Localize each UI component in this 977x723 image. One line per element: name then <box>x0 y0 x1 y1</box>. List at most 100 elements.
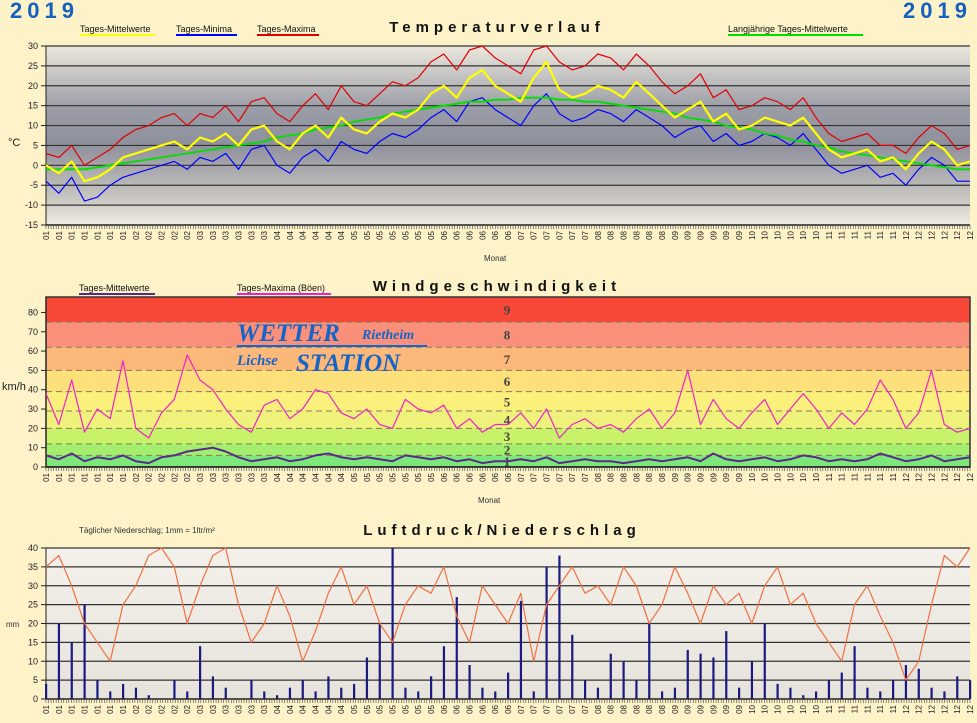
x-tick-label: 10 <box>786 230 795 239</box>
legend-wind-gust-swatch <box>237 293 331 295</box>
x-tick-label: 01 <box>93 472 102 481</box>
x-tick-label: 05 <box>427 230 436 239</box>
x-tick-label: 05 <box>376 472 385 481</box>
x-tick-label: 02 <box>145 472 154 481</box>
x-tick-label: 12 <box>902 704 911 713</box>
x-tick-label: 01 <box>42 704 51 713</box>
precip-bar <box>866 687 869 699</box>
precip-bar <box>686 649 689 699</box>
pressure-title: Luftdruck/Niederschlag <box>363 522 641 539</box>
legend-mean-swatch <box>80 34 155 36</box>
legend-longterm-swatch <box>728 34 863 36</box>
temperature-title: Temperaturverlauf <box>389 19 605 36</box>
x-tick-label: 04 <box>286 472 295 481</box>
x-tick-label: 08 <box>658 230 667 239</box>
precip-bar <box>70 642 73 699</box>
precip-bar <box>917 668 920 699</box>
x-tick-label: 11 <box>825 472 834 481</box>
x-tick-label: 05 <box>414 472 423 481</box>
wind-chart: Windgeschwindigkeit Tages-Mittelwerte Ta… <box>2 278 975 505</box>
legend-wind-mean: Tages-Mittelwerte <box>79 283 150 293</box>
x-tick-label: 09 <box>722 230 731 239</box>
x-tick-label: 01 <box>42 230 51 239</box>
x-tick-label: 12 <box>966 230 975 239</box>
x-tick-label: 01 <box>119 472 128 481</box>
legend-min: Tages-Minima <box>176 24 232 34</box>
precip-bar <box>956 676 959 699</box>
x-tick-label: 02 <box>132 472 141 481</box>
x-tick-label: 09 <box>735 704 744 713</box>
x-tick-label: 09 <box>671 472 680 481</box>
x-tick-label: 06 <box>491 472 500 481</box>
x-tick-label: 12 <box>953 230 962 239</box>
x-tick-label: 04 <box>273 704 282 713</box>
precip-bar <box>494 691 497 699</box>
beaufort-band-5 <box>46 391 970 411</box>
x-tick-label: 08 <box>658 704 667 713</box>
precip-bar <box>430 676 433 699</box>
x-tick-label: 05 <box>414 230 423 239</box>
x-tick-label: 01 <box>68 230 77 239</box>
x-tick-label: 06 <box>453 704 462 713</box>
precip-bar <box>725 631 728 699</box>
precip-bar <box>45 683 48 699</box>
x-tick-label: 11 <box>889 472 898 481</box>
x-tick-label: 01 <box>106 704 115 713</box>
x-tick-label: 01 <box>55 704 64 713</box>
x-tick-label: 03 <box>260 704 269 713</box>
x-tick-label: 05 <box>363 472 372 481</box>
x-tick-label: 12 <box>940 230 949 239</box>
x-tick-label: 12 <box>902 230 911 239</box>
x-tick-label: 12 <box>915 472 924 481</box>
wind-title: Windgeschwindigkeit <box>373 278 621 295</box>
precip-bar <box>122 683 125 699</box>
precip-bar <box>673 687 677 699</box>
x-tick-label: 11 <box>838 230 847 239</box>
x-tick-label: 03 <box>247 704 256 713</box>
x-tick-label: 11 <box>851 704 860 713</box>
x-tick-label: 05 <box>363 704 372 713</box>
x-tick-label: 06 <box>504 230 513 239</box>
y-tick-label: 5 <box>33 675 38 685</box>
precip-bar <box>404 687 407 699</box>
series-gust-line <box>45 354 971 439</box>
precip-bar <box>904 665 908 699</box>
x-tick-label: 02 <box>132 704 141 713</box>
x-tick-label: 02 <box>158 472 167 481</box>
y-tick-label: 10 <box>28 443 38 453</box>
x-tick-label: 06 <box>440 472 449 481</box>
precip-bar <box>892 680 895 699</box>
station-logo: WETTER Rietheim Lichse STATION <box>236 320 427 377</box>
x-tick-label: 08 <box>594 230 603 239</box>
beaufort-band-8 <box>46 322 970 348</box>
beaufort-band-4 <box>46 410 970 429</box>
x-tick-label: 05 <box>414 704 423 713</box>
x-tick-label: 01 <box>81 704 90 713</box>
y-tick-label: 0 <box>33 462 38 472</box>
precip-bar <box>378 623 381 699</box>
series-min-line <box>45 93 970 202</box>
y-tick-label: 15 <box>28 637 38 647</box>
x-tick-label: 03 <box>247 472 256 481</box>
x-tick-label: 04 <box>286 704 295 713</box>
x-tick-label: 08 <box>632 230 641 239</box>
x-tick-label: 11 <box>889 704 898 713</box>
x-tick-label: 07 <box>581 230 590 239</box>
x-tick-label: 07 <box>530 704 539 713</box>
x-tick-label: 04 <box>299 704 308 713</box>
x-tick-label: 05 <box>350 230 359 239</box>
x-tick-label: 07 <box>568 704 577 713</box>
x-tick-label: 01 <box>81 230 90 239</box>
x-tick-label: 08 <box>632 472 641 481</box>
x-tick-label: 07 <box>555 472 564 481</box>
temperature-ylabel: °C <box>8 137 20 149</box>
legend-max: Tages-Maxima <box>257 24 316 34</box>
wind-ylabel: km/h <box>2 381 26 393</box>
y-tick-label: 15 <box>28 101 38 111</box>
x-tick-label: 10 <box>761 472 770 481</box>
x-tick-label: 02 <box>145 704 154 713</box>
x-tick-label: 11 <box>863 704 872 713</box>
x-tick-label: 03 <box>209 472 218 481</box>
